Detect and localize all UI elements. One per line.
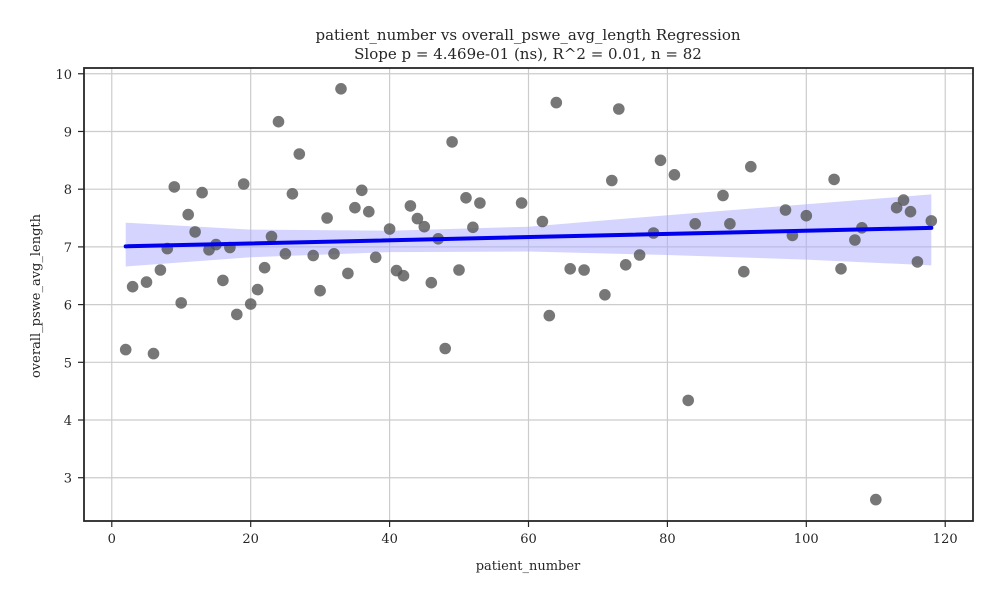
scatter-point <box>265 230 278 243</box>
chart-subtitle: Slope p = 4.469e-01 (ns), R^2 = 0.01, n … <box>354 45 702 63</box>
scatter-point <box>870 493 882 506</box>
scatter-point <box>668 169 681 181</box>
scatter-point <box>925 215 938 227</box>
x-tick-label: 100 <box>794 532 819 547</box>
y-tick-label: 8 <box>64 183 72 198</box>
scatter-point <box>682 394 694 407</box>
scatter-point <box>251 283 264 296</box>
scatter-point <box>307 249 320 262</box>
scatter-point <box>835 263 847 275</box>
scatter-point <box>779 204 792 216</box>
x-tick-label: 60 <box>520 532 537 547</box>
scatter-point <box>578 264 590 276</box>
scatter-point <box>356 184 368 197</box>
scatter-point <box>119 343 132 356</box>
scatter-points <box>119 83 938 506</box>
scatter-point <box>231 308 243 321</box>
scatter-point <box>237 178 250 190</box>
scatter-point <box>147 347 160 360</box>
y-axis-label: overall_pswe_avg_length <box>29 213 44 378</box>
scatter-point <box>613 103 625 115</box>
x-tick-label: 120 <box>933 532 958 547</box>
scatter-point <box>314 284 326 297</box>
scatter-point <box>328 248 340 260</box>
scatter-point <box>460 192 472 204</box>
scatter-point <box>654 154 667 167</box>
scatter-point <box>189 226 201 238</box>
scatter-point <box>564 263 576 275</box>
scatter-point <box>258 261 271 274</box>
scatter-point <box>363 205 375 218</box>
scatter-point <box>279 248 292 260</box>
scatter-point <box>904 205 917 218</box>
x-tick-label: 80 <box>659 532 676 547</box>
scatter-point <box>453 264 465 276</box>
scatter-point <box>619 259 632 271</box>
scatter-point <box>342 267 354 280</box>
scatter-point <box>168 181 181 193</box>
scatter-point <box>140 276 153 288</box>
scatter-point <box>606 174 618 187</box>
scatter-point <box>404 200 417 212</box>
scatter-point <box>515 197 528 209</box>
grid <box>84 68 973 521</box>
scatter-point <box>272 115 285 128</box>
scatter-point <box>418 220 431 233</box>
x-axis-label: patient_number <box>476 559 581 574</box>
scatter-point <box>689 218 701 230</box>
scatter-point <box>383 223 396 235</box>
scatter-point <box>286 188 299 200</box>
scatter-point <box>800 209 813 222</box>
y-tick-label: 7 <box>64 241 72 256</box>
regression-line <box>123 225 934 249</box>
y-tick-label: 4 <box>64 414 72 429</box>
scatter-point <box>321 212 333 224</box>
y-tick-label: 9 <box>64 125 72 140</box>
chart-title: patient_number vs overall_pswe_avg_lengt… <box>315 26 740 44</box>
scatter-point <box>738 265 750 278</box>
scatter-point <box>217 274 229 287</box>
scatter-point <box>293 148 306 160</box>
x-tick-label: 40 <box>381 532 398 547</box>
scatter-point <box>467 221 479 234</box>
scatter-point <box>154 264 167 276</box>
scatter-point <box>897 194 910 206</box>
scatter-point <box>745 160 757 173</box>
y-tick-label: 3 <box>64 472 72 487</box>
scatter-point <box>244 298 257 310</box>
scatter-point <box>550 96 563 109</box>
scatter-point <box>849 234 861 246</box>
confidence-band <box>125 194 932 267</box>
scatter-point <box>196 186 208 199</box>
scatter-point <box>724 218 736 230</box>
x-tick-label: 0 <box>108 532 116 547</box>
scatter-point <box>911 256 924 268</box>
scatter-point <box>369 251 382 264</box>
scatter-point <box>349 201 361 214</box>
scatter-point <box>335 83 347 95</box>
scatter-point <box>446 136 458 148</box>
x-tick-label: 20 <box>242 532 259 547</box>
scatter-point <box>397 269 410 282</box>
scatter-point <box>175 297 187 309</box>
scatter-point <box>828 173 840 186</box>
scatter-point <box>543 309 556 322</box>
scatter-point <box>599 289 611 301</box>
scatter-point <box>425 276 438 289</box>
scatter-point <box>474 197 486 209</box>
scatter-point <box>536 215 549 228</box>
y-tick-label: 10 <box>55 68 72 83</box>
scatter-point <box>717 189 729 202</box>
scatter-point <box>890 201 903 214</box>
scatter-point <box>182 208 194 221</box>
y-tick-label: 6 <box>64 299 72 314</box>
scatter-point <box>439 342 452 355</box>
axis-ticks: 0 20 40 60 80 100 120 3 4 5 6 7 8 9 10 <box>55 68 957 547</box>
scatter-point <box>633 249 646 261</box>
y-tick-label: 5 <box>64 356 72 371</box>
scatter-point <box>126 280 139 293</box>
scatter-point <box>411 212 424 225</box>
